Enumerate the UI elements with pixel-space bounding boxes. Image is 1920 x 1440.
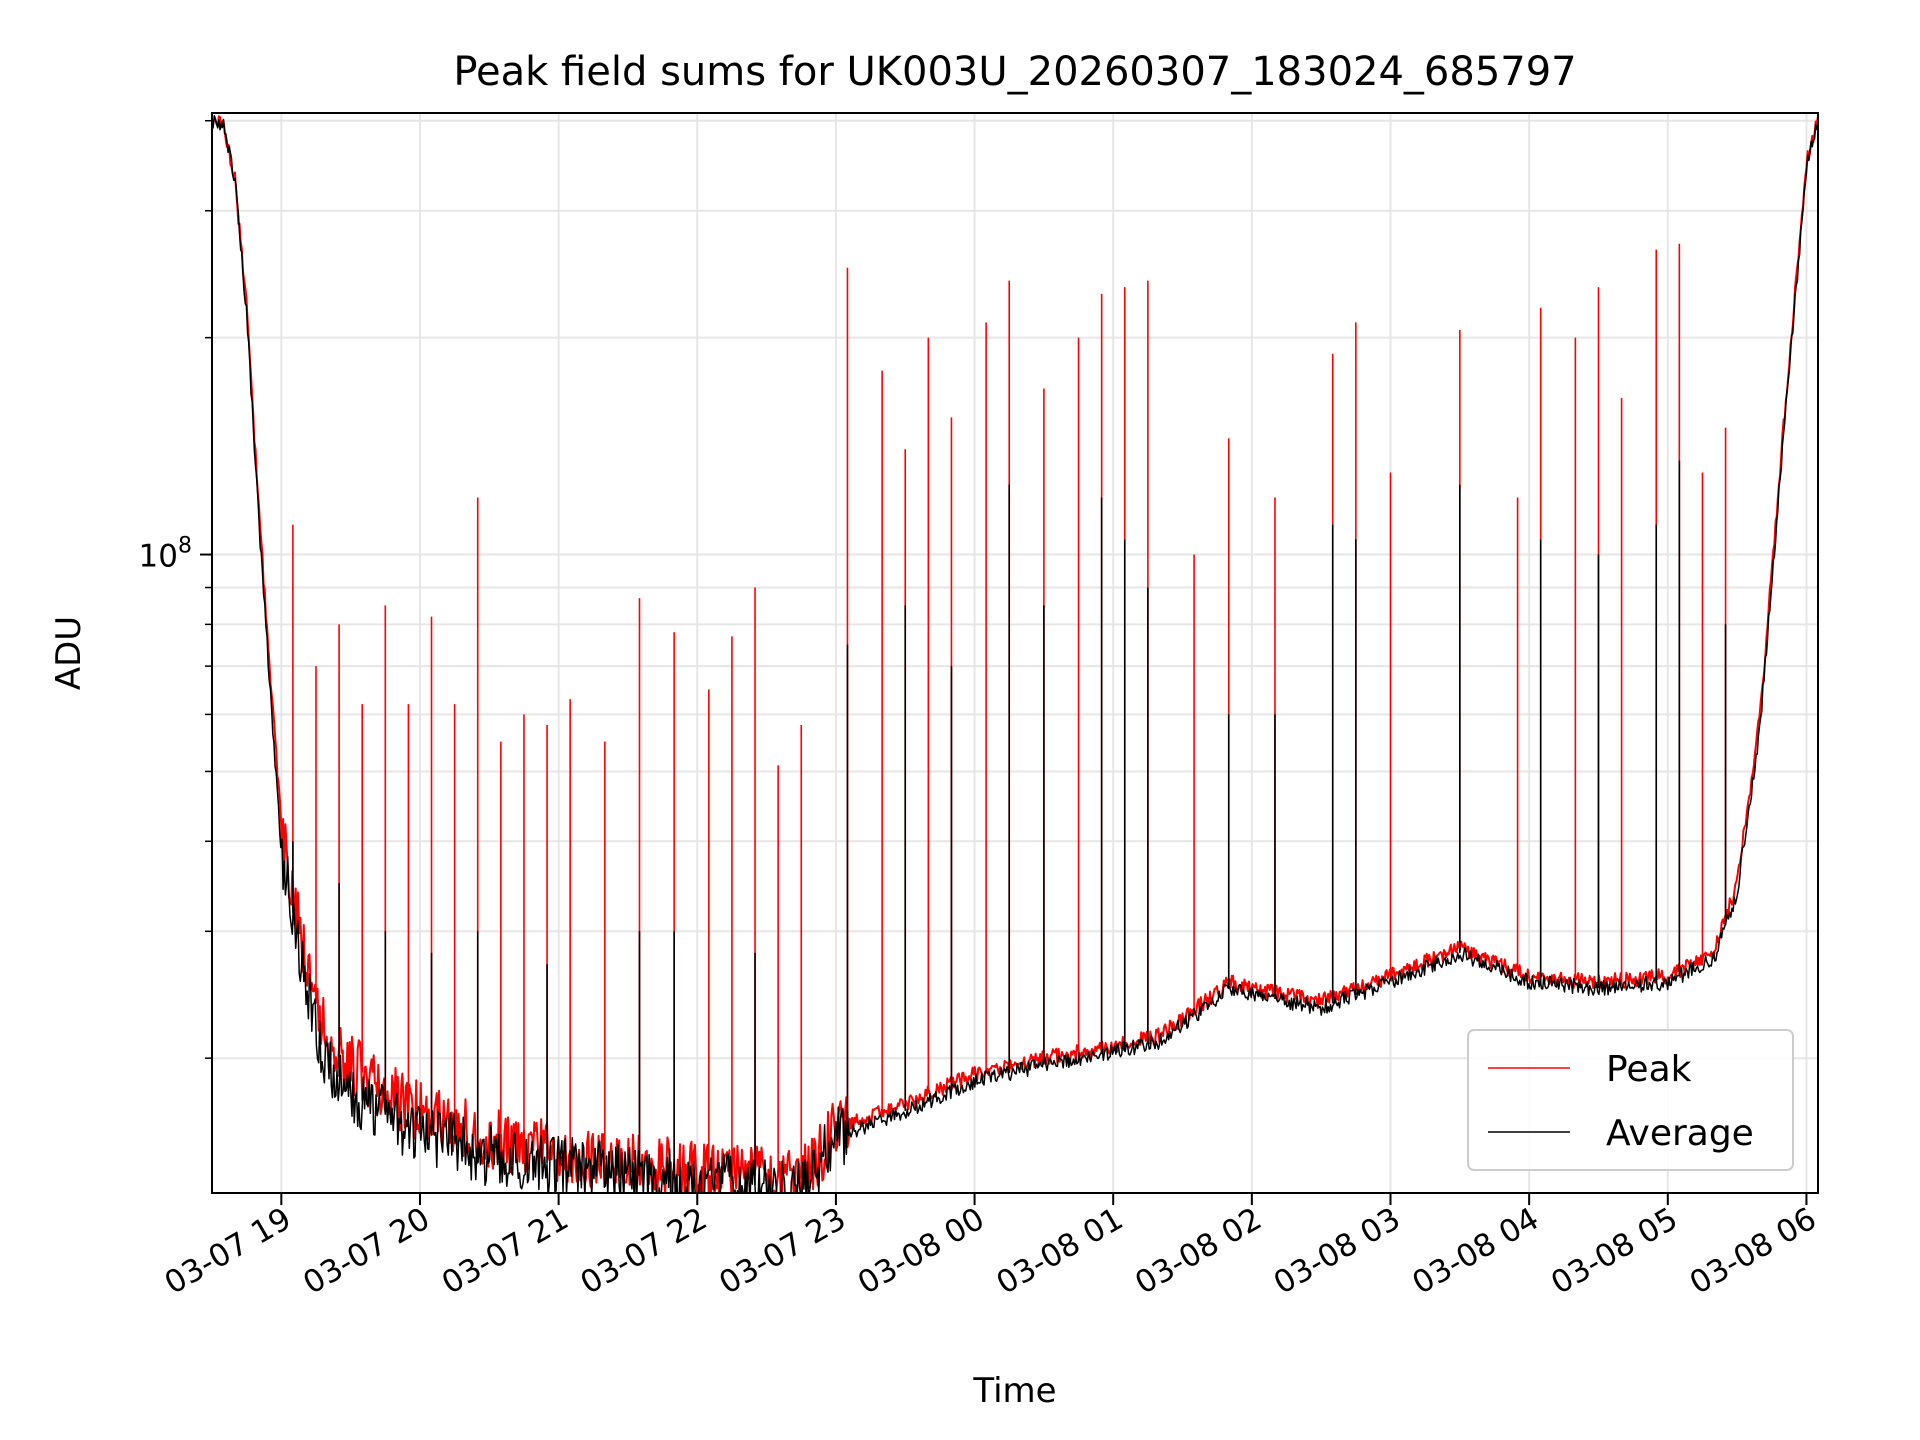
legend: Peak Average <box>1467 1029 1794 1171</box>
series-average <box>212 114 1818 1193</box>
y-axis-label: ADU <box>49 616 89 690</box>
legend-box <box>1467 1029 1794 1171</box>
plot-frame <box>211 112 1819 1194</box>
y-tick-label: 108 <box>139 534 192 575</box>
x-axis-label: Time <box>972 1371 1056 1411</box>
chart-title: Peak field sums for UK003U_20260307_1830… <box>453 49 1576 95</box>
grid <box>212 113 1818 1193</box>
legend-average-label: Average <box>1606 1113 1754 1154</box>
series-layer <box>212 114 1818 1193</box>
legend-peak-label: Peak <box>1606 1049 1692 1090</box>
series-average-line <box>212 114 1818 1193</box>
